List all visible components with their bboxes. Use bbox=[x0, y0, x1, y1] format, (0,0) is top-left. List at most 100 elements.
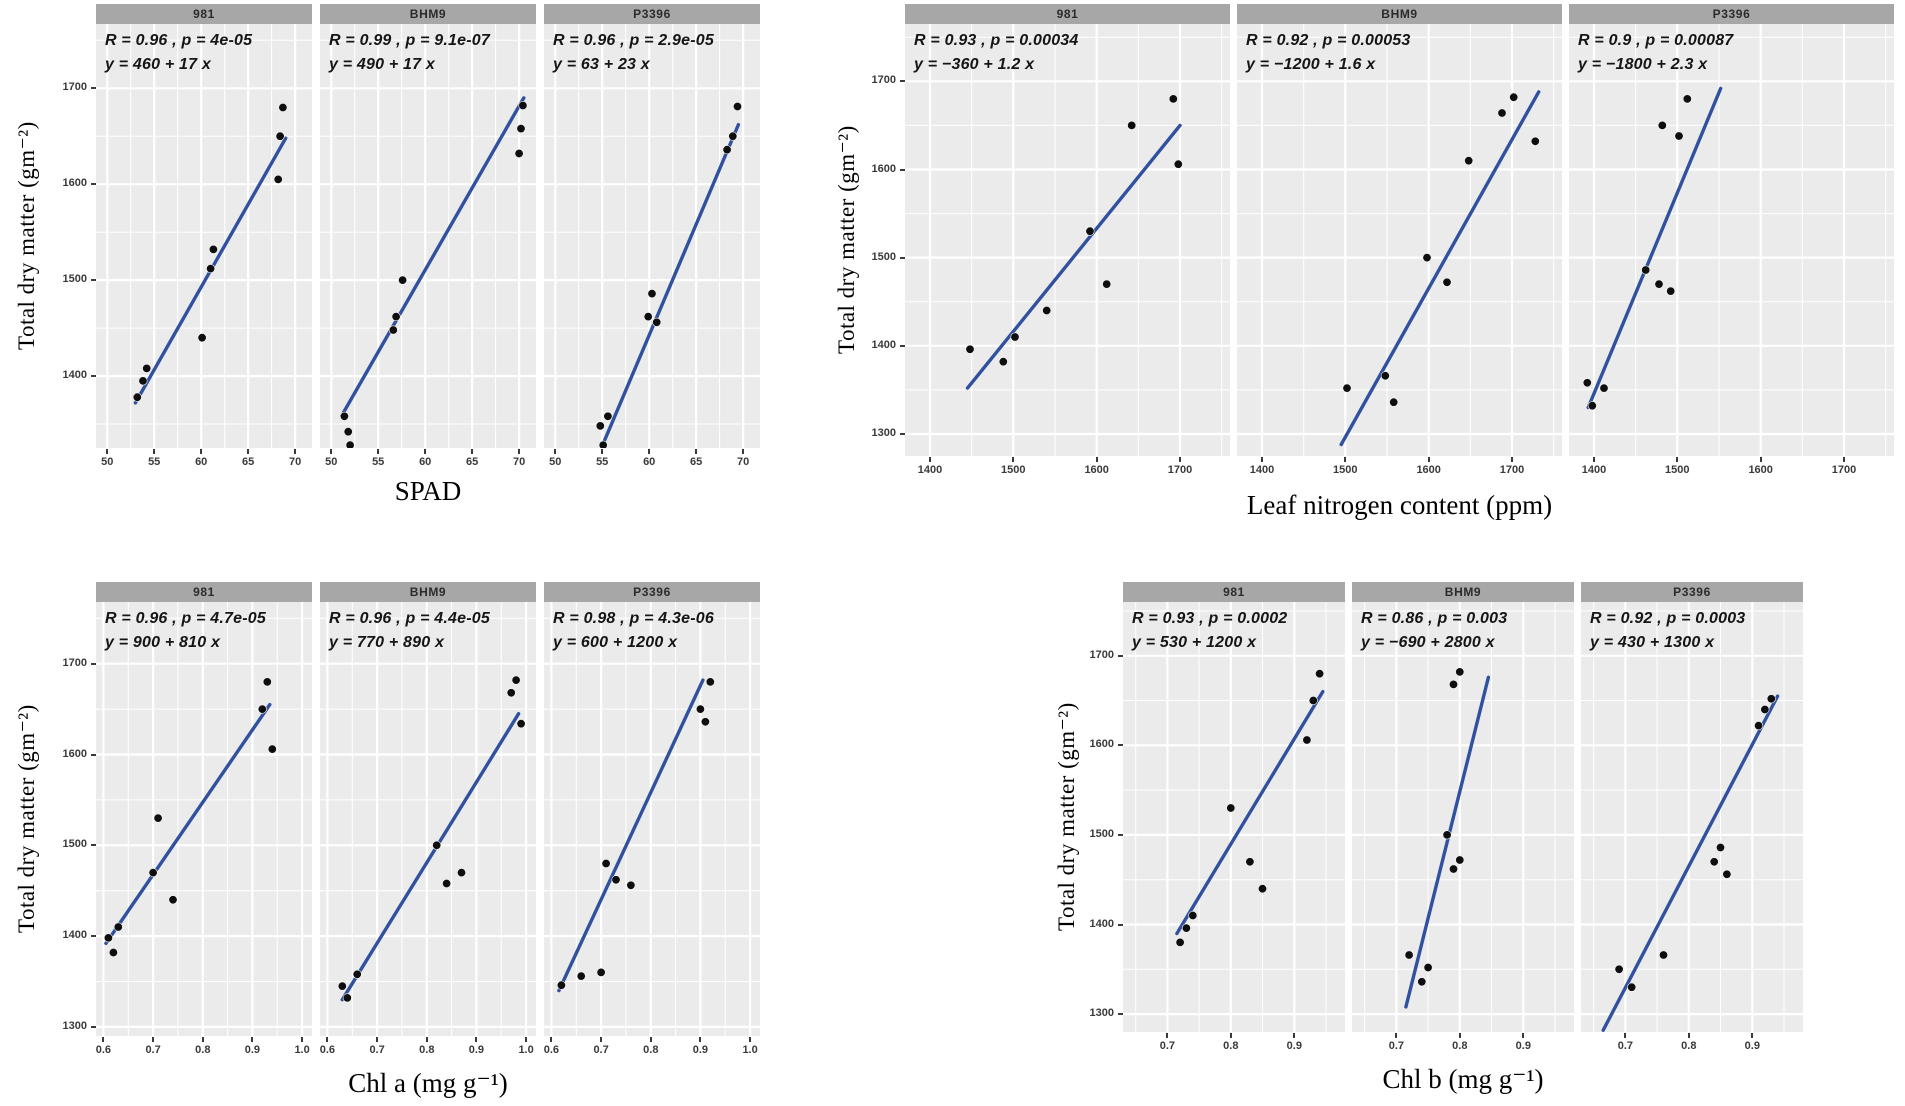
regression-line bbox=[557, 678, 705, 993]
x-axis-title: SPAD bbox=[394, 476, 462, 506]
data-point bbox=[611, 875, 621, 885]
facet-header: BHM9 bbox=[320, 582, 536, 602]
y-axis-tick-label: 1300 bbox=[62, 1019, 87, 1032]
data-point bbox=[1308, 696, 1318, 706]
x-tick-mark bbox=[1458, 1033, 1461, 1038]
data-point bbox=[197, 333, 207, 343]
y-tick-mark bbox=[91, 753, 96, 756]
x-tick-mark bbox=[550, 1037, 553, 1042]
data-point bbox=[1449, 679, 1459, 689]
y-tick-mark bbox=[900, 344, 905, 347]
data-point bbox=[138, 376, 148, 386]
x-tick-mark bbox=[330, 449, 333, 454]
data-point bbox=[695, 704, 705, 714]
x-axis-tick-label: 70 bbox=[512, 456, 526, 468]
data-point bbox=[1181, 923, 1191, 933]
data-point bbox=[432, 840, 442, 850]
y-axis-title: Total dry matter (gm⁻²) bbox=[1054, 702, 1079, 932]
x-tick-mark bbox=[695, 449, 698, 454]
regression-annotation: R = 0.96 , p = 4e-05 y = 460 + 17 x bbox=[105, 29, 252, 77]
facet-header: 981 bbox=[96, 582, 312, 602]
x-tick-mark bbox=[649, 1037, 652, 1042]
data-point bbox=[1659, 950, 1669, 960]
y-axis-tick-label: 1300 bbox=[1089, 1007, 1114, 1020]
x-axis-tick-label: 1.0 bbox=[294, 1044, 310, 1056]
x-axis-tick-label: 60 bbox=[419, 456, 432, 468]
facet-plot-svg bbox=[96, 24, 312, 448]
x-tick-mark bbox=[600, 1037, 603, 1042]
x-axis-tick-label: 55 bbox=[148, 456, 161, 468]
data-point bbox=[1085, 226, 1095, 236]
regression-line bbox=[1175, 689, 1325, 936]
y-tick-mark bbox=[1118, 833, 1123, 836]
x-axis-tick-label: 50 bbox=[101, 456, 114, 468]
y-axis-tick-label: 1400 bbox=[1089, 917, 1114, 930]
data-point bbox=[1168, 94, 1178, 104]
regression-annotation: R = 0.92 , p = 0.0003 y = 430 + 1300 x bbox=[1590, 607, 1745, 655]
data-point bbox=[339, 411, 349, 421]
regression-equation-text: y = 490 + 17 x bbox=[329, 56, 436, 73]
y-tick-mark bbox=[91, 375, 96, 378]
facet-header: P3396 bbox=[1569, 4, 1894, 24]
regression-line bbox=[104, 702, 272, 946]
regression-annotation: R = 0.96 , p = 2.9e-05 y = 63 + 23 x bbox=[553, 29, 714, 77]
x-axis-tick-label: 0.6 bbox=[543, 1044, 560, 1056]
correlation-stats-text: R = 0.86 , p = 0.003 bbox=[1361, 610, 1508, 627]
x-tick-mark bbox=[601, 449, 604, 454]
chart-group-chl-b: Total dry matter (gm⁻²) Chl b (mg g⁻¹) 1… bbox=[1050, 578, 1820, 1106]
x-axis-tick-label: 60 bbox=[643, 456, 656, 468]
regression-annotation: R = 0.98 , p = 4.3e-06 y = 600 + 1200 x bbox=[553, 607, 714, 655]
data-point bbox=[516, 719, 526, 729]
facet-panel: R = 0.96 , p = 4.7e-05 y = 900 + 810 x bbox=[96, 602, 312, 1036]
x-tick-mark bbox=[251, 1037, 254, 1042]
data-point bbox=[1627, 982, 1637, 992]
data-point bbox=[206, 264, 216, 274]
data-point bbox=[108, 947, 118, 957]
panel-background bbox=[320, 24, 536, 448]
facet-plot-svg bbox=[1123, 602, 1345, 1032]
x-tick-mark bbox=[301, 1037, 304, 1042]
y-tick-mark bbox=[900, 433, 905, 435]
x-axis-tick-label: 1700 bbox=[1499, 464, 1525, 476]
facet-header: BHM9 bbox=[1352, 582, 1574, 602]
panel-background bbox=[1581, 602, 1803, 1032]
data-point bbox=[113, 922, 123, 932]
data-point bbox=[168, 895, 178, 905]
x-tick-mark bbox=[1293, 1033, 1296, 1038]
x-axis-tick-label: 0.9 bbox=[1744, 1040, 1760, 1052]
x-axis-tick-label: 0.9 bbox=[244, 1044, 261, 1056]
regression-annotation: R = 0.93 , p = 0.0002 y = 530 + 1200 x bbox=[1132, 607, 1287, 655]
regression-annotation: R = 0.86 , p = 0.003 y = −690 + 2800 x bbox=[1361, 607, 1507, 655]
data-point bbox=[262, 677, 272, 687]
y-tick-mark bbox=[91, 1025, 96, 1028]
y-axis-tick-label: 1600 bbox=[62, 747, 87, 760]
facet-panel: R = 0.92 , p = 0.00053 y = −1200 + 1.6 x bbox=[1237, 24, 1562, 456]
x-axis-tick-label: 1500 bbox=[1333, 464, 1358, 476]
x-axis-tick-label: 0.6 bbox=[95, 1044, 112, 1056]
x-axis-tick-label: 65 bbox=[689, 456, 703, 468]
y-axis-tick-label: 1700 bbox=[871, 74, 896, 87]
x-axis-tick-label: 1400 bbox=[1249, 464, 1275, 476]
x-tick-mark bbox=[518, 449, 521, 454]
facet-panel: R = 0.93 , p = 0.0002 y = 530 + 1200 x bbox=[1123, 602, 1345, 1032]
facet-header: P3396 bbox=[544, 582, 760, 602]
y-tick-mark bbox=[1118, 744, 1123, 747]
data-point bbox=[596, 967, 606, 977]
x-tick-mark bbox=[201, 1037, 204, 1042]
y-axis-title: Total dry matter (gm⁻²) bbox=[834, 125, 859, 355]
x-axis-tick-label: 0.9 bbox=[1515, 1040, 1531, 1052]
x-axis-tick-label: 0.8 bbox=[643, 1044, 659, 1056]
data-point bbox=[1716, 843, 1726, 853]
facet-plot-svg bbox=[320, 24, 536, 448]
regression-equation-text: y = −1200 + 1.6 x bbox=[1246, 56, 1376, 73]
data-point bbox=[598, 440, 608, 448]
x-tick-mark bbox=[200, 449, 203, 454]
x-axis-tick-label: 1700 bbox=[1831, 464, 1857, 476]
x-tick-mark bbox=[1012, 457, 1015, 462]
x-axis-tick-label: 0.7 bbox=[369, 1044, 385, 1056]
data-point bbox=[343, 427, 353, 437]
x-axis-tick-label: 0.7 bbox=[1159, 1040, 1176, 1052]
x-axis-tick-label: 0.9 bbox=[692, 1044, 709, 1056]
data-point bbox=[1389, 397, 1399, 407]
regression-line bbox=[1404, 675, 1491, 1009]
